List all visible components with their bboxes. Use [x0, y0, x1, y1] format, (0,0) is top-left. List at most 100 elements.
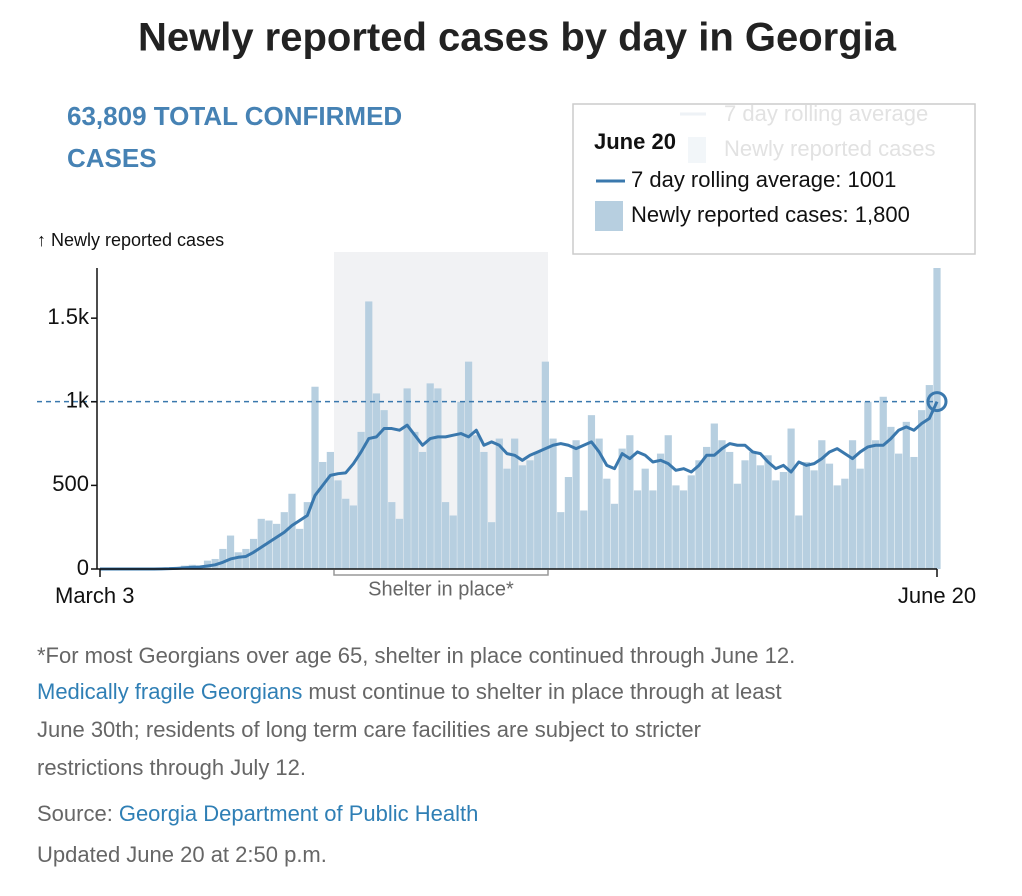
bar [342, 498, 350, 569]
bar [395, 518, 404, 569]
bar [610, 503, 619, 569]
bar [349, 505, 358, 569]
footnote: Medically fragile Georgians must continue… [37, 679, 782, 704]
bar [534, 451, 542, 569]
bar [564, 477, 573, 569]
bar [372, 393, 381, 569]
bar [664, 435, 672, 569]
tooltip-box [572, 103, 976, 255]
bar [480, 451, 488, 569]
bar [772, 480, 780, 569]
bar [288, 493, 296, 569]
bar [449, 515, 457, 569]
bar [273, 523, 281, 569]
bar [503, 468, 511, 569]
bar [388, 502, 396, 569]
bar [418, 451, 427, 569]
bar [587, 415, 596, 569]
bar [833, 485, 841, 569]
bar [311, 386, 319, 569]
bar [334, 480, 342, 569]
footnote: June 30th; residents of long term care f… [37, 717, 701, 742]
annotation: Shelter in place* [368, 578, 514, 600]
source-label: Source: [37, 801, 113, 826]
footnote-text: must continue to shelter in place throug… [308, 679, 781, 704]
bar [357, 431, 365, 569]
legend-bar-icon [688, 137, 706, 163]
bar [779, 472, 788, 569]
bar [764, 455, 772, 569]
bar [511, 438, 519, 569]
bar [280, 512, 288, 569]
y-tick-label: 1k [66, 388, 90, 413]
bar [687, 475, 695, 569]
bar [795, 515, 803, 569]
bar [234, 552, 242, 569]
bar [426, 383, 434, 569]
bar [365, 301, 373, 569]
bar [626, 435, 634, 569]
bar [326, 451, 334, 569]
bar [580, 510, 588, 569]
bar [825, 463, 834, 569]
bar [549, 438, 557, 569]
link[interactable]: Medically fragile Georgians [37, 679, 302, 704]
bar [226, 535, 235, 569]
bar [434, 388, 442, 569]
legend-label: 7 day rolling average [724, 101, 928, 126]
subtitle: CASES [67, 143, 157, 173]
y-tick-label: 0 [77, 555, 89, 580]
bar [633, 490, 642, 569]
bar [841, 478, 849, 569]
bar [733, 483, 741, 569]
bar [703, 446, 711, 569]
source-link[interactable]: Georgia Department of Public Health [119, 801, 479, 826]
bar [802, 461, 811, 569]
bar [319, 461, 327, 569]
bar [933, 268, 941, 569]
bar [864, 401, 872, 569]
hover-point [926, 391, 948, 413]
bar [925, 385, 933, 569]
bar [380, 410, 388, 569]
bar [910, 456, 918, 569]
bar [718, 440, 726, 569]
tooltip-bar-icon [595, 201, 623, 231]
shelter-bracket [333, 570, 549, 576]
bar [695, 460, 703, 569]
bar [918, 410, 926, 569]
bar [242, 548, 250, 569]
bar [296, 528, 304, 569]
bar [472, 435, 480, 569]
bar [656, 453, 665, 569]
bar [518, 465, 526, 569]
bar [257, 518, 265, 569]
bar [557, 512, 565, 569]
bar [710, 423, 718, 569]
bar [749, 451, 757, 569]
y-axis-label: ↑ Newly reported cases [37, 230, 224, 250]
bar [741, 460, 749, 569]
bar [672, 485, 680, 569]
bar [887, 426, 895, 569]
bar [726, 451, 734, 569]
bar [641, 468, 649, 569]
x-tick-label: March 3 [55, 583, 134, 608]
footnote: *For most Georgians over age 65, shelter… [37, 643, 795, 668]
source: Source: Georgia Department of Public Heal… [37, 801, 478, 826]
bar [411, 431, 419, 569]
y-tick-label: 1.5k [47, 304, 90, 329]
bar [441, 502, 450, 569]
title: Newly reported cases by day in Georgia [138, 16, 897, 60]
y-tick-label: 500 [52, 471, 89, 496]
bar [526, 460, 534, 569]
bar [848, 440, 857, 569]
bar [403, 388, 411, 569]
tooltip-line: Newly reported cases: 1,800 [631, 202, 910, 227]
bar [303, 502, 311, 569]
bar [856, 468, 864, 569]
bar [265, 520, 273, 569]
tooltip-line: 7 day rolling average: 1001 [631, 167, 896, 192]
bar [756, 465, 764, 569]
